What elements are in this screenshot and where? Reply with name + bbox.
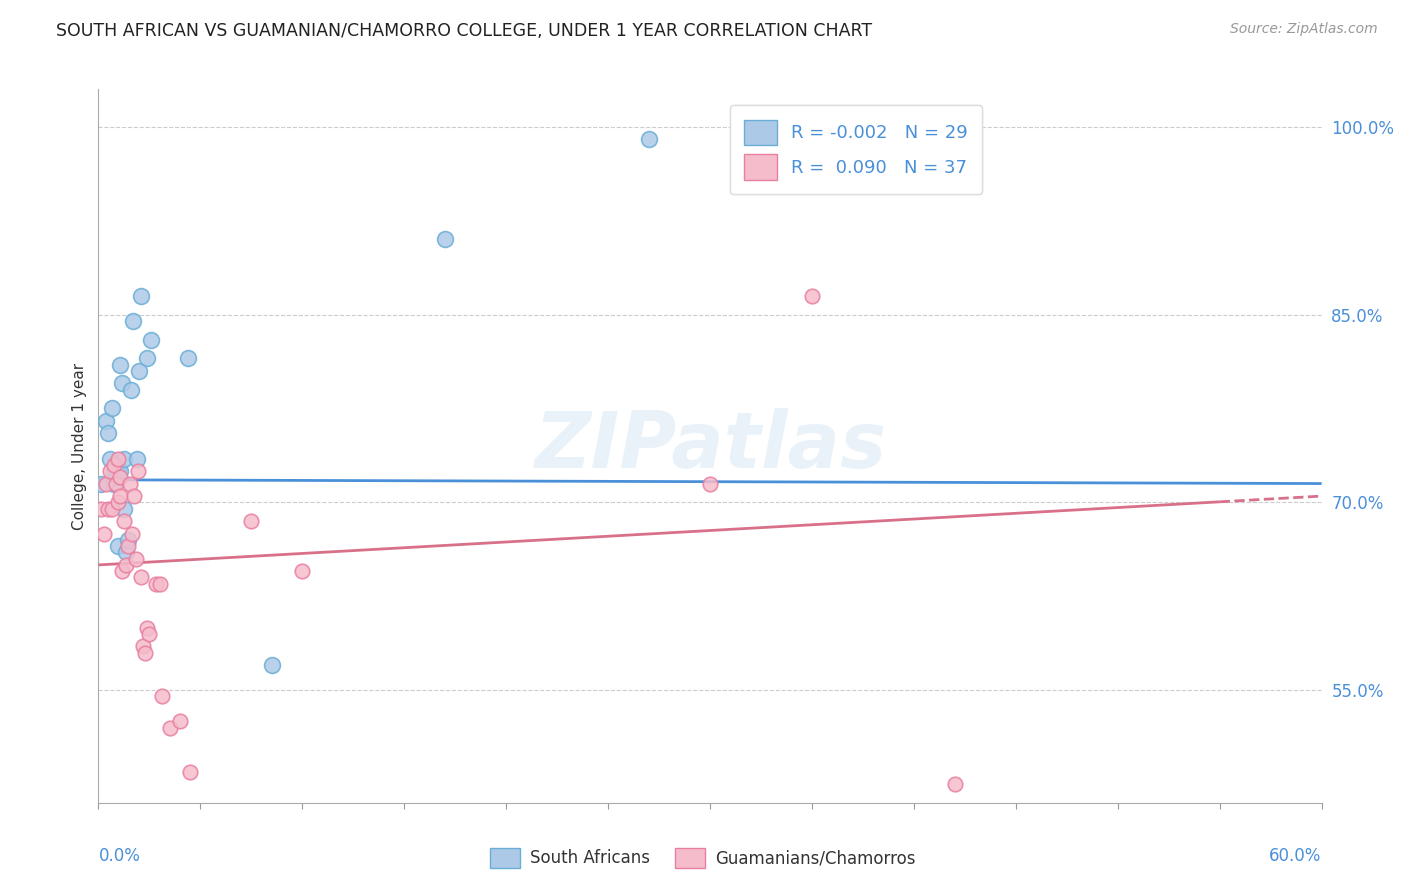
Point — [108, 489, 131, 503]
Point — [128, 364, 150, 378]
Point — [107, 464, 129, 478]
Point — [111, 564, 134, 578]
Point — [118, 476, 141, 491]
Point — [104, 476, 127, 491]
Point — [107, 451, 129, 466]
Point — [134, 646, 156, 660]
Text: 0.0%: 0.0% — [98, 847, 141, 864]
Point — [108, 358, 131, 372]
Point — [179, 764, 201, 779]
Point — [103, 458, 125, 472]
Point — [149, 576, 172, 591]
Point — [103, 476, 125, 491]
Point — [100, 401, 122, 416]
Point — [94, 414, 117, 428]
Point — [159, 721, 181, 735]
Point — [112, 501, 135, 516]
Point — [125, 551, 148, 566]
Point — [98, 451, 121, 466]
Point — [117, 533, 139, 547]
Point — [117, 539, 139, 553]
Point — [108, 470, 131, 484]
Point — [112, 451, 135, 466]
Point — [136, 621, 159, 635]
Point — [177, 351, 200, 366]
Point — [90, 476, 112, 491]
Point — [115, 545, 138, 559]
Point — [112, 514, 135, 528]
Point — [122, 314, 145, 328]
Point — [100, 501, 122, 516]
Text: ZIPatlas: ZIPatlas — [534, 408, 886, 484]
Point — [138, 627, 160, 641]
Point — [638, 132, 661, 146]
Text: SOUTH AFRICAN VS GUAMANIAN/CHAMORRO COLLEGE, UNDER 1 YEAR CORRELATION CHART: SOUTH AFRICAN VS GUAMANIAN/CHAMORRO COLL… — [56, 22, 872, 40]
Point — [97, 501, 120, 516]
Point — [169, 714, 191, 729]
Point — [943, 777, 966, 791]
Point — [145, 576, 167, 591]
Point — [129, 570, 152, 584]
Point — [260, 658, 283, 673]
Point — [93, 526, 115, 541]
Point — [291, 564, 314, 578]
Point — [94, 476, 117, 491]
Point — [150, 690, 173, 704]
Point — [97, 426, 120, 441]
Point — [120, 383, 142, 397]
Text: 60.0%: 60.0% — [1270, 847, 1322, 864]
Point — [129, 289, 152, 303]
Point — [122, 489, 145, 503]
Point — [801, 289, 824, 303]
Point — [90, 501, 112, 516]
Point — [111, 376, 134, 391]
Point — [104, 458, 127, 472]
Point — [108, 464, 131, 478]
Legend: R = -0.002   N = 29, R =  0.090   N = 37: R = -0.002 N = 29, R = 0.090 N = 37 — [730, 105, 983, 194]
Point — [132, 640, 155, 654]
Point — [107, 539, 129, 553]
Text: Source: ZipAtlas.com: Source: ZipAtlas.com — [1230, 22, 1378, 37]
Point — [98, 464, 121, 478]
Y-axis label: College, Under 1 year: College, Under 1 year — [72, 362, 87, 530]
Point — [127, 464, 149, 478]
Point — [141, 333, 163, 347]
Point — [433, 232, 456, 246]
Point — [103, 464, 125, 478]
Legend: South Africans, Guamanians/Chamorros: South Africans, Guamanians/Chamorros — [484, 841, 922, 875]
Point — [107, 495, 129, 509]
Point — [121, 526, 143, 541]
Point — [104, 470, 127, 484]
Point — [127, 451, 149, 466]
Point — [136, 351, 159, 366]
Point — [240, 514, 263, 528]
Point — [115, 558, 138, 572]
Point — [699, 476, 721, 491]
